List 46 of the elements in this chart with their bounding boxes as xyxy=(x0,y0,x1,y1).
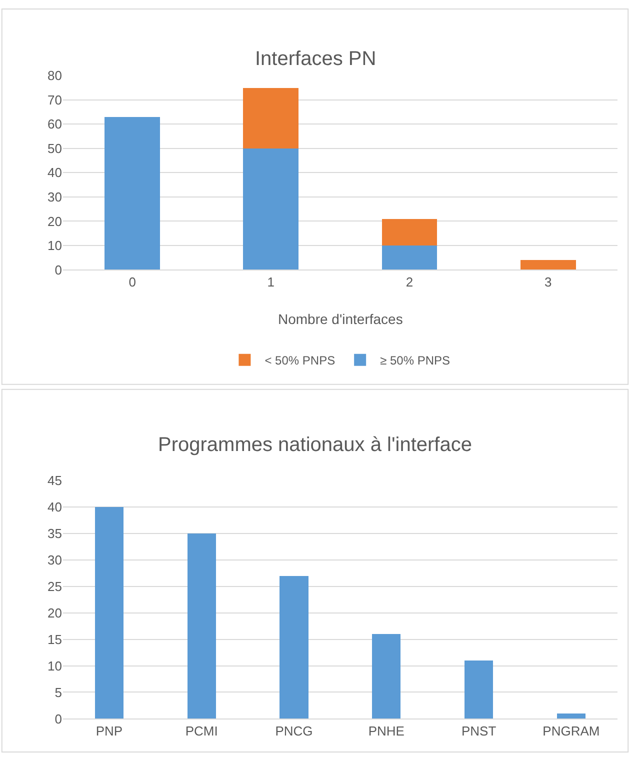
y-tick-label: 30 xyxy=(48,552,62,568)
y-tick-label: 40 xyxy=(48,165,62,180)
y-tick-label: 25 xyxy=(48,578,62,594)
bar xyxy=(382,218,438,246)
legend-label: < 50% PNPS xyxy=(264,354,336,368)
legend-label: ≥ 50% PNPS xyxy=(380,354,450,368)
y-tick-label: 0 xyxy=(54,262,62,278)
bar xyxy=(104,116,160,270)
x-tick-label: PNGRAM xyxy=(542,723,600,738)
x-tick-label: 0 xyxy=(128,274,136,290)
x-tick-label: PNCG xyxy=(275,723,313,738)
bar xyxy=(94,506,124,719)
bar xyxy=(243,88,299,148)
bar xyxy=(280,576,308,719)
y-tick-label: 45 xyxy=(48,473,62,488)
y-tick-label: 20 xyxy=(48,214,62,229)
bar xyxy=(372,634,401,719)
bar xyxy=(556,713,586,719)
x-axis-title: Nombre d'interfaces xyxy=(278,311,403,327)
bar xyxy=(243,148,299,270)
y-tick-label: 5 xyxy=(54,684,62,700)
y-tick-label: 40 xyxy=(48,500,62,515)
y-tick-label: 60 xyxy=(48,116,62,132)
x-tick-label: PNHE xyxy=(368,723,405,738)
y-tick-label: 30 xyxy=(48,189,62,204)
y-tick-label: 0 xyxy=(54,711,62,726)
y-tick-label: 35 xyxy=(48,526,62,541)
x-tick-label: PNST xyxy=(461,723,496,738)
bar xyxy=(187,533,216,719)
y-tick-label: 15 xyxy=(48,632,62,647)
y-tick-label: 50 xyxy=(48,140,62,156)
y-tick-label: 70 xyxy=(48,92,62,108)
bar xyxy=(464,660,494,719)
x-tick-label: 2 xyxy=(406,274,414,290)
y-tick-label: 10 xyxy=(48,238,62,254)
y-tick-label: 10 xyxy=(48,658,62,674)
chart-title: Programmes nationaux à l'interface xyxy=(158,434,472,456)
x-tick-label: PNP xyxy=(96,723,123,738)
x-tick-label: 1 xyxy=(267,274,275,290)
x-tick-label: 3 xyxy=(544,274,552,290)
x-tick-label: PCMI xyxy=(185,723,218,738)
y-tick-label: 80 xyxy=(48,68,62,84)
y-tick-label: 20 xyxy=(48,605,62,620)
bar xyxy=(520,260,576,270)
chart-title: Interfaces PN xyxy=(255,48,376,70)
bar xyxy=(382,245,438,270)
